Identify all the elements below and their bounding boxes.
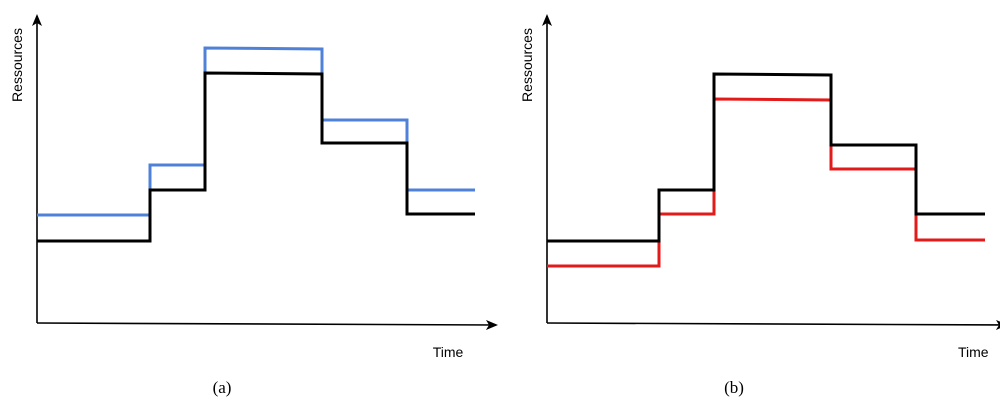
- x-axis-label: Time: [433, 344, 464, 360]
- y-axis-label: Ressources: [519, 28, 535, 102]
- panel-a: Ressources Time (a): [9, 14, 498, 397]
- caption: (a): [213, 378, 232, 397]
- x-axis-label: Time: [958, 344, 989, 360]
- step-line-black: [547, 72, 985, 243]
- panel-b: Ressources Time (b): [519, 14, 1000, 397]
- y-axis-label: Ressources: [9, 28, 25, 102]
- x-axis: [36, 319, 498, 330]
- caption: (b): [724, 378, 744, 397]
- x-axis: [546, 319, 1000, 330]
- step-line-black: [37, 71, 475, 243]
